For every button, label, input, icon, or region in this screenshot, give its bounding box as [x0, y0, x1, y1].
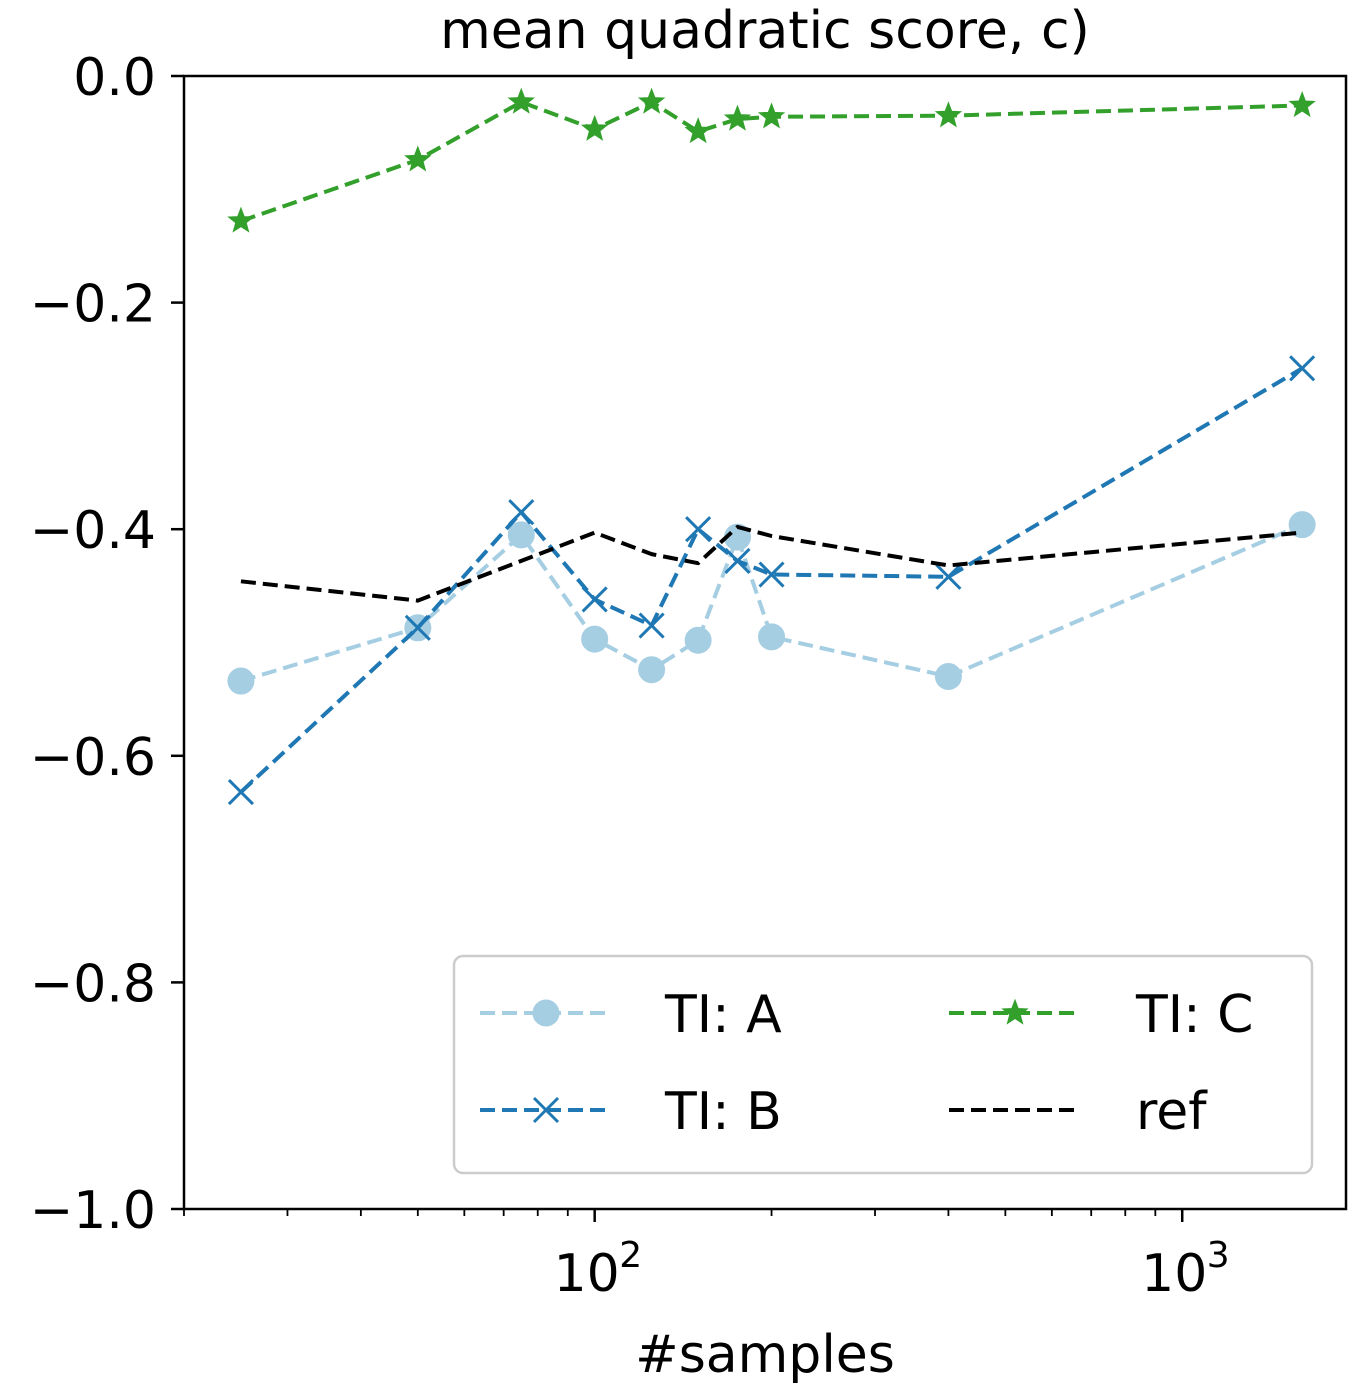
- y-tick-label: −0.4: [30, 501, 156, 561]
- data-point: [637, 87, 666, 114]
- series-line: [240, 522, 1303, 683]
- legend-entry: TI: C: [949, 985, 1253, 1045]
- data-point: [684, 626, 712, 654]
- data-point: [935, 563, 962, 590]
- legend-entry: ref: [949, 1082, 1208, 1142]
- x-tick-label-exponent: 2: [619, 1235, 642, 1276]
- y-tick-label: −0.8: [30, 954, 156, 1014]
- y-axis: 0.0 −0.2 −0.4 −0.6 −0.8 −1.0: [30, 48, 184, 1241]
- data-point: [1289, 355, 1316, 382]
- data-point: [581, 586, 608, 613]
- data-point: [684, 117, 712, 144]
- data-point: [581, 625, 609, 653]
- series-ti-b: [227, 355, 1316, 806]
- data-point: [757, 102, 786, 129]
- series-line: [240, 100, 1303, 223]
- data-point: [934, 662, 962, 690]
- chart-title: mean quadratic score, c): [440, 1, 1090, 61]
- data-point: [404, 145, 432, 172]
- series-line: [239, 366, 1304, 794]
- legend-box: [452, 954, 1314, 1175]
- data-point: [404, 614, 431, 641]
- data-point: [227, 667, 255, 695]
- data-point: [724, 547, 751, 574]
- data-point: [685, 516, 712, 543]
- plot-frame: [182, 74, 1348, 1211]
- data-point: [507, 87, 535, 114]
- data-point: [508, 499, 535, 526]
- y-tick-label: −0.2: [30, 275, 156, 335]
- data-point: [934, 101, 963, 128]
- legend-label: TI: A: [664, 985, 782, 1045]
- data-point: [638, 612, 665, 639]
- x-axis-label: #samples: [635, 1325, 895, 1385]
- data-point: [227, 778, 254, 806]
- legend-marker: [532, 1096, 560, 1124]
- y-tick-label: −0.6: [30, 728, 156, 788]
- legend: TI: A TI: B TI: C ref: [452, 954, 1314, 1175]
- series-layer: [227, 87, 1316, 806]
- legend-label: TI: C: [1135, 985, 1253, 1045]
- series-ti-c: [227, 87, 1316, 233]
- data-point: [758, 561, 785, 588]
- series-line: [240, 524, 1303, 603]
- x-tick-label: 10: [1141, 1244, 1207, 1304]
- data-point: [1288, 91, 1316, 118]
- data-point: [723, 104, 752, 131]
- legend-label: ref: [1136, 1082, 1208, 1142]
- x-axis: 10 2 10 3: [183, 1209, 1230, 1304]
- x-tick-label: 10: [554, 1244, 620, 1304]
- data-point: [227, 206, 255, 233]
- legend-label: TI: B: [664, 1082, 782, 1142]
- data-point: [638, 656, 666, 684]
- y-tick-label: −1.0: [30, 1181, 156, 1241]
- data-point: [758, 623, 786, 651]
- x-tick-label-exponent: 3: [1207, 1235, 1230, 1276]
- data-point: [580, 114, 609, 141]
- legend-entry: TI: B: [480, 1082, 782, 1142]
- series-ref: [240, 524, 1303, 603]
- legend-entry: TI: A: [480, 985, 782, 1045]
- legend-marker: [532, 999, 560, 1027]
- data-point: [1288, 511, 1316, 539]
- legend-marker: [1001, 998, 1029, 1025]
- y-tick-label: 0.0: [73, 48, 156, 108]
- series-ti-a: [227, 511, 1316, 695]
- data-point: [507, 521, 535, 549]
